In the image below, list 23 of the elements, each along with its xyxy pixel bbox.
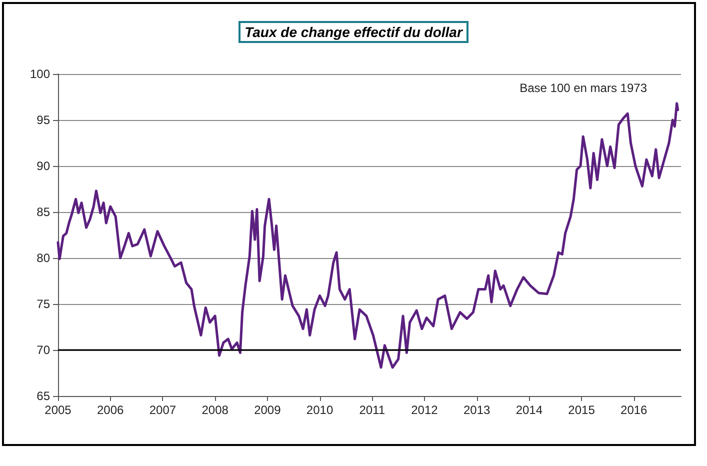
x-tick-label: 2007 (149, 403, 176, 417)
x-tick-label: 2011 (359, 403, 386, 417)
y-tick-label: 80 (36, 251, 50, 265)
x-tick-label: 2014 (516, 403, 543, 417)
x-tick-label: 2015 (568, 403, 596, 417)
y-tick-label: 90 (36, 159, 50, 173)
x-tick-label: 2008 (202, 403, 229, 417)
annotation: Base 100 en mars 1973 (520, 81, 648, 95)
x-tick-label: 2012 (411, 403, 438, 417)
chart-title: Taux de change effectif du dollar (244, 24, 464, 40)
x-tick-label: 2009 (254, 403, 282, 417)
x-tick-label: 2005 (44, 403, 72, 417)
x-tick-label: 2016 (620, 403, 648, 417)
y-tick-label: 75 (36, 297, 50, 311)
y-tick-label: 95 (36, 113, 50, 127)
x-tick-label: 2010 (306, 403, 334, 417)
y-tick-label: 85 (36, 205, 50, 219)
x-tick-label: 2013 (463, 403, 490, 417)
line-series (56, 102, 680, 369)
y-tick-label: 100 (30, 67, 50, 81)
y-tick-label: 65 (36, 389, 50, 403)
x-tick-label: 2006 (97, 403, 124, 417)
y-tick-label: 70 (36, 343, 50, 357)
